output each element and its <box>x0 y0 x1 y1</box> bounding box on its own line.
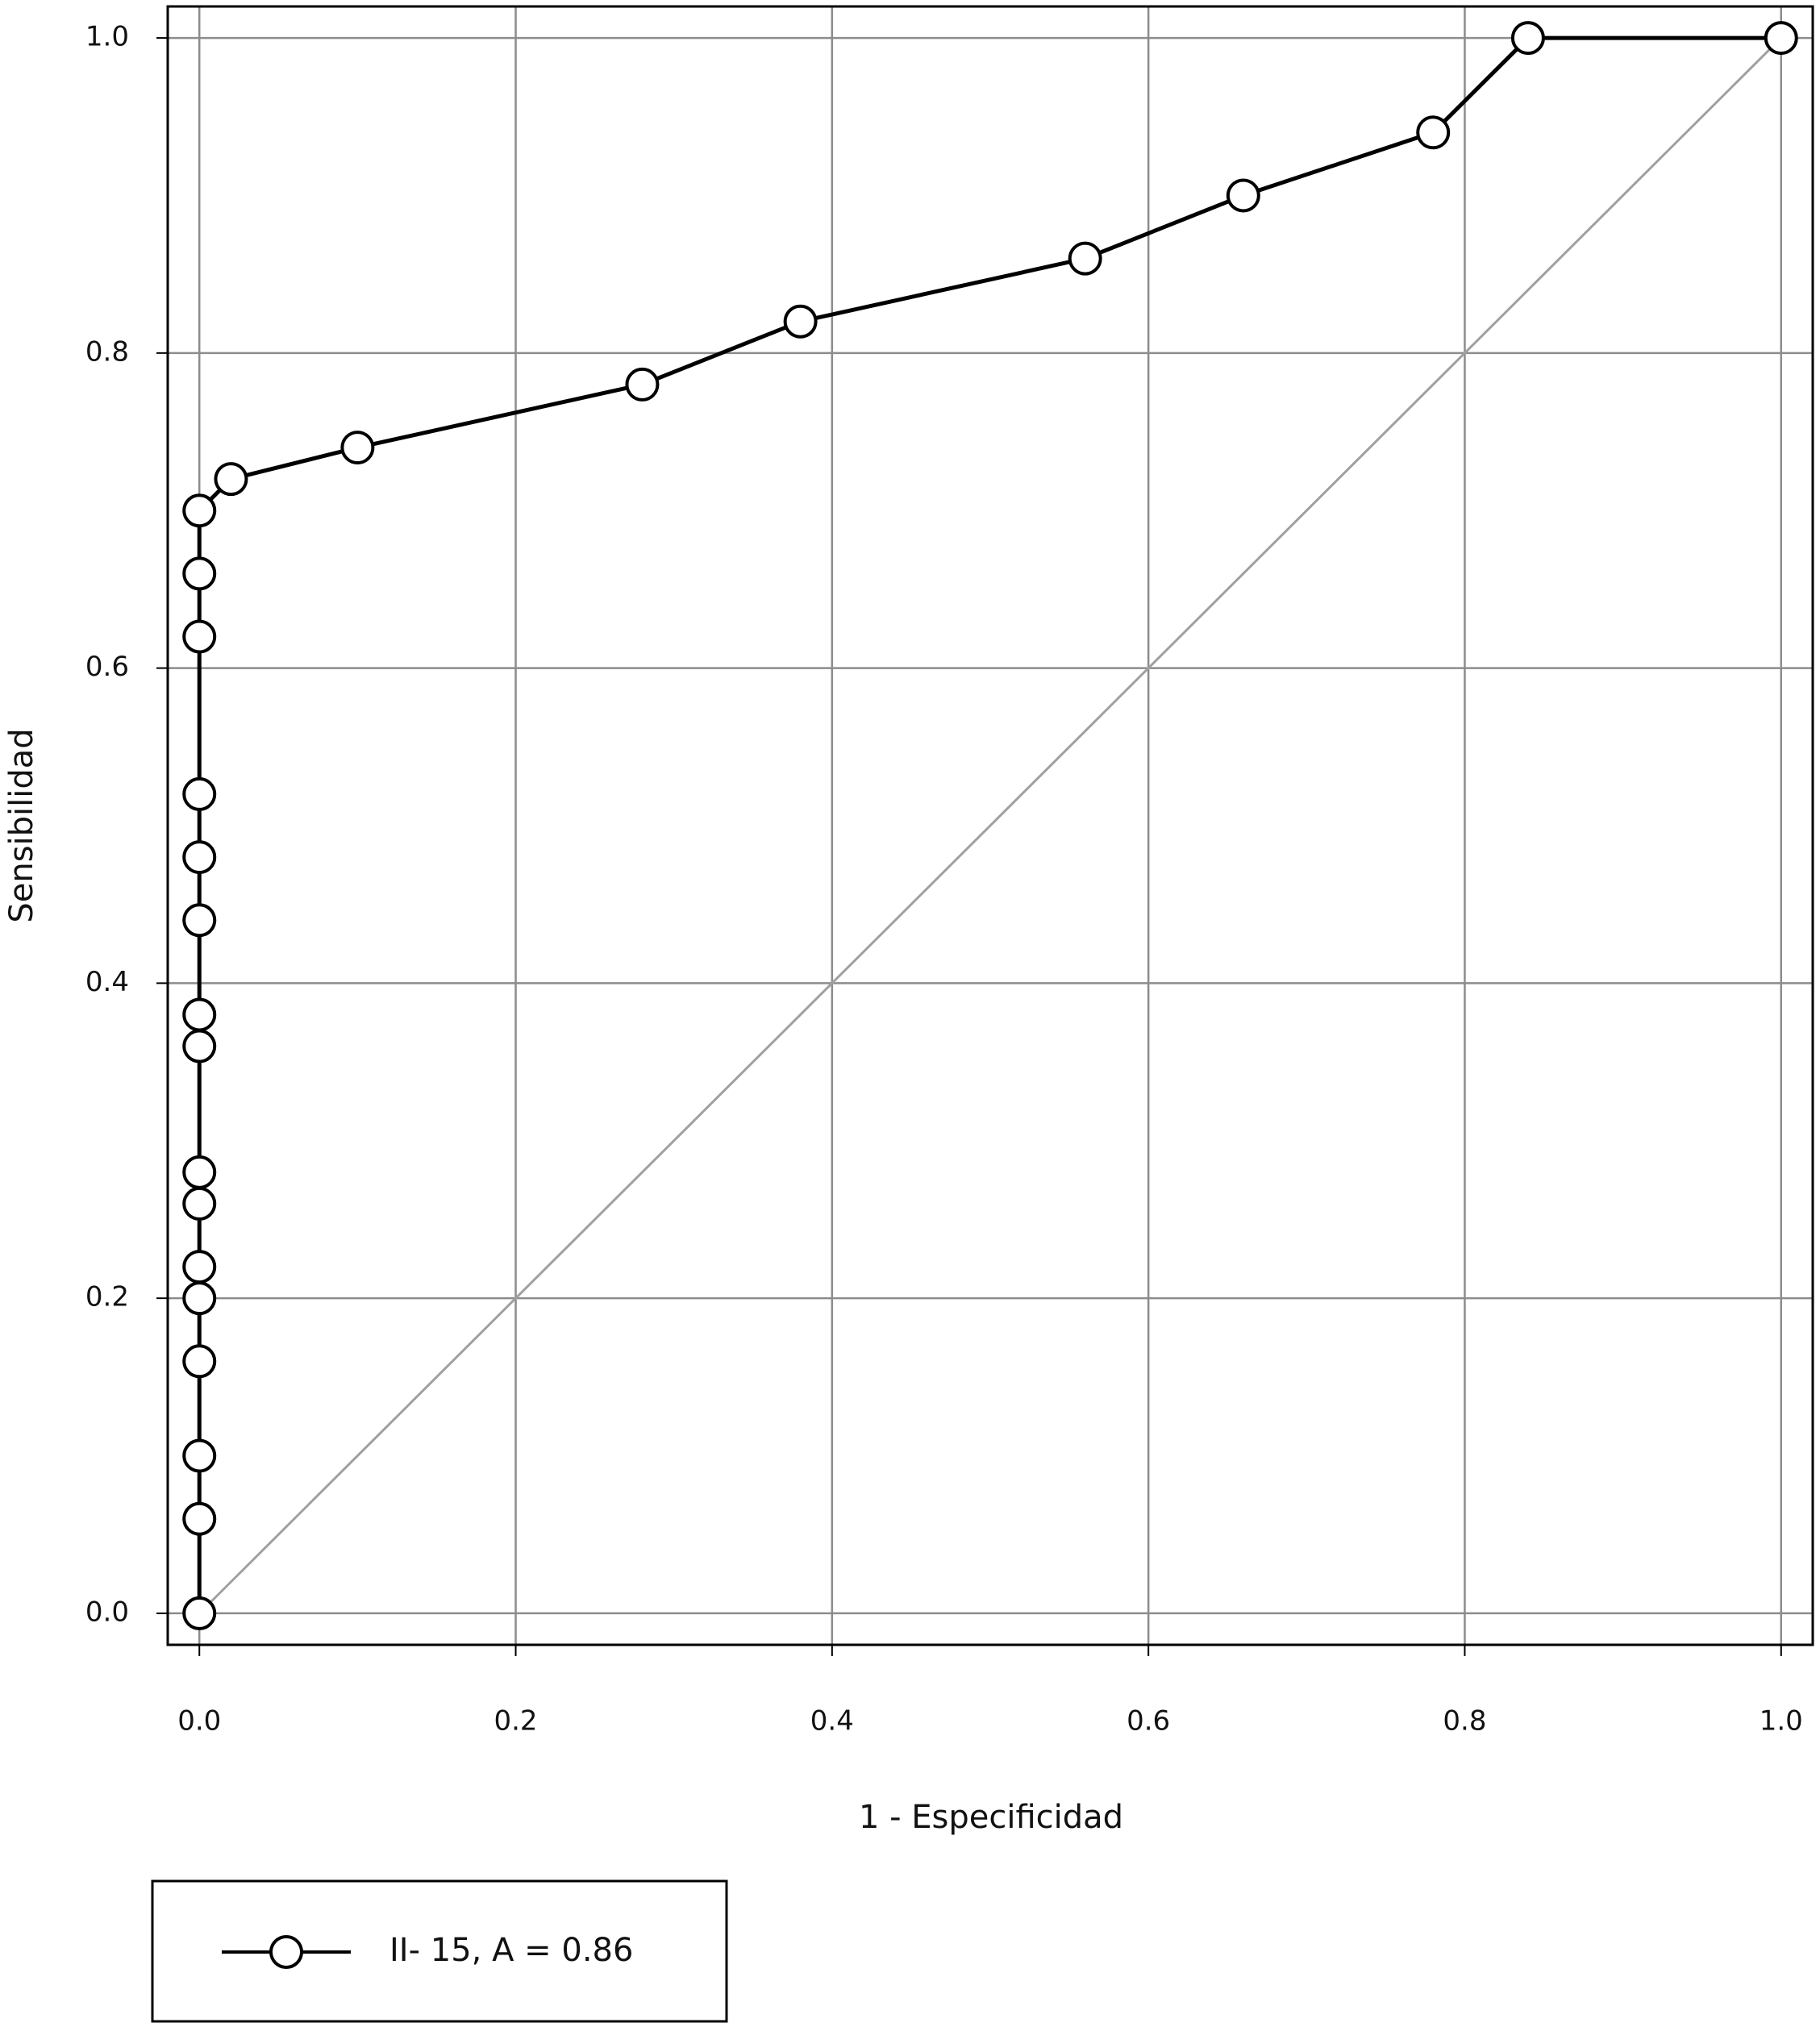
data-point <box>182 1155 217 1189</box>
legend-label: II- 15, A = 0.86 <box>389 1932 633 1969</box>
y-axis-title: Sensibilidad <box>3 728 40 922</box>
y-tick-label: 0.6 <box>85 651 129 683</box>
y-tick-label: 0.2 <box>85 1281 129 1313</box>
data-point <box>182 556 217 591</box>
x-tick-label: 0.0 <box>177 1705 221 1738</box>
data-point <box>182 1281 217 1316</box>
data-point <box>182 776 217 811</box>
data-point <box>182 493 217 528</box>
legend-marker <box>269 1935 303 1969</box>
x-tick-label: 0.2 <box>494 1705 537 1738</box>
data-point <box>182 1029 217 1063</box>
data-point <box>182 997 217 1032</box>
x-tick-label: 0.6 <box>1127 1705 1170 1738</box>
data-point <box>1226 178 1260 213</box>
data-point <box>1068 241 1102 276</box>
reference-line <box>198 37 1782 1614</box>
data-point <box>182 1596 217 1630</box>
y-tick-label: 0.4 <box>85 966 129 998</box>
x-tick-label: 1.0 <box>1760 1705 1803 1738</box>
data-point <box>783 304 818 339</box>
x-axis-title: 1 - Especificidad <box>859 1799 1123 1836</box>
data-point <box>1510 21 1545 56</box>
data-point <box>182 619 217 654</box>
data-point <box>182 1438 217 1473</box>
x-tick-label: 0.8 <box>1443 1705 1486 1738</box>
data-point <box>182 1250 217 1284</box>
data-point <box>182 903 217 938</box>
legend-box <box>151 1879 728 2023</box>
data-point <box>182 840 217 875</box>
x-tick-label: 0.4 <box>810 1705 854 1738</box>
data-point <box>182 1186 217 1221</box>
y-tick-label: 0.0 <box>85 1596 129 1628</box>
plot-frame <box>166 5 1814 1646</box>
data-point <box>340 431 375 465</box>
data-point <box>214 462 248 497</box>
y-tick-label: 0.8 <box>85 335 129 368</box>
data-point <box>625 367 660 402</box>
data-point <box>182 1344 217 1379</box>
data-point <box>182 1501 217 1536</box>
data-point <box>1416 115 1451 150</box>
y-tick-label: 1.0 <box>85 21 129 53</box>
data-point <box>1764 21 1798 56</box>
